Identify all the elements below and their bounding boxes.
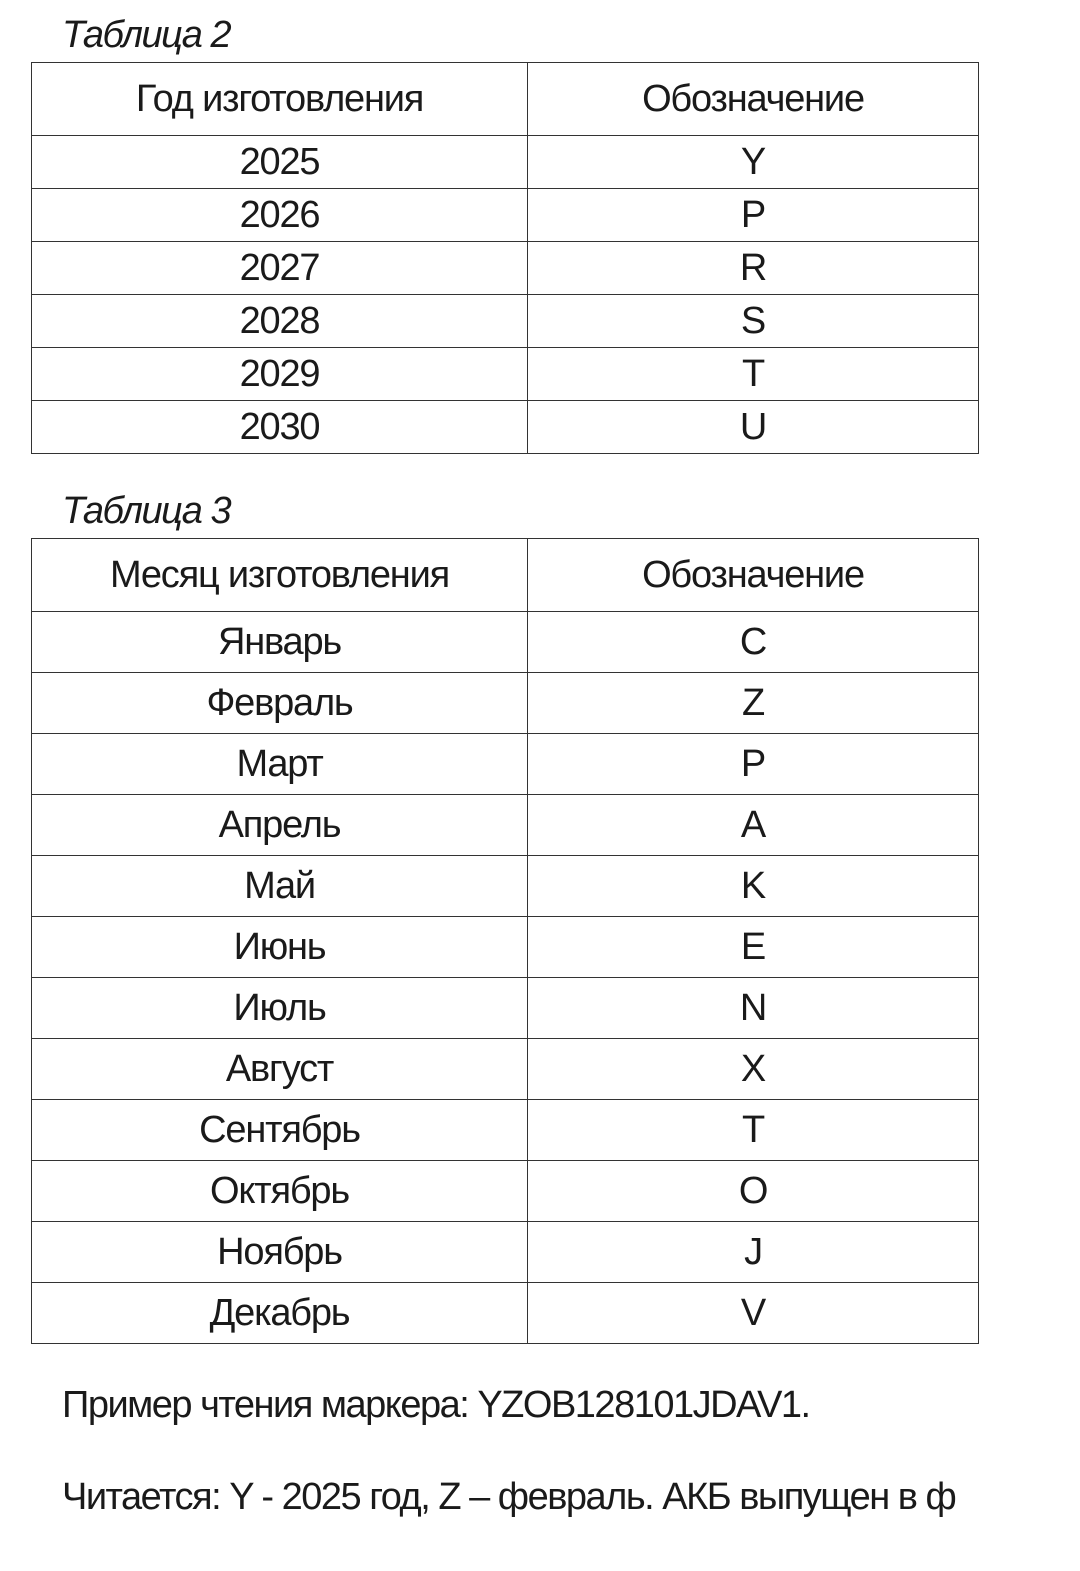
row: Январь C	[31, 611, 979, 673]
cell: Декабрь	[31, 1282, 528, 1344]
row: 2028 S	[31, 294, 979, 348]
cell: N	[527, 977, 979, 1039]
cell: P	[527, 733, 979, 795]
cell: A	[527, 794, 979, 856]
cell: 2029	[31, 347, 528, 401]
cell: Август	[31, 1038, 528, 1100]
cell: V	[527, 1282, 979, 1344]
cell: Май	[31, 855, 528, 917]
cell: 2027	[31, 241, 528, 295]
cell: 2025	[31, 135, 528, 189]
cell: O	[527, 1160, 979, 1222]
header-cell: Обозначение	[527, 538, 979, 612]
header-cell: Год изготовления	[31, 62, 528, 136]
header-row: Месяц изготовления Обозначение	[31, 538, 979, 612]
cell: X	[527, 1038, 979, 1100]
cell: 2026	[31, 188, 528, 242]
cell: K	[527, 855, 979, 917]
row: 2030 U	[31, 400, 979, 454]
header-cell: Обозначение	[527, 62, 979, 136]
row: Октябрь O	[31, 1160, 979, 1222]
cell: Январь	[31, 611, 528, 673]
header-cell: Месяц изготовления	[31, 538, 528, 612]
paragraph: Читается: Y - 2025 год, Z – февраль. АКБ…	[62, 1476, 957, 1518]
row: Декабрь V	[31, 1282, 979, 1344]
row: 2026 P	[31, 188, 979, 242]
cell: 2030	[31, 400, 528, 454]
row: Июль N	[31, 977, 979, 1039]
cell: Ноябрь	[31, 1221, 528, 1283]
cell: T	[527, 347, 979, 401]
cell: P	[527, 188, 979, 242]
cell: Октябрь	[31, 1160, 528, 1222]
table: Месяц изготовления Обозначение Январь C Февр…	[31, 538, 979, 1344]
cell: 2028	[31, 294, 528, 348]
cell: R	[527, 241, 979, 295]
table-caption: Таблица 2	[62, 14, 232, 56]
row: Апрель A	[31, 794, 979, 856]
cell: Z	[527, 672, 979, 734]
cell: Март	[31, 733, 528, 795]
cell: E	[527, 916, 979, 978]
paragraph: Пример чтения маркера: YZOB128101JDAV1.	[62, 1384, 811, 1426]
row: Сентябрь T	[31, 1099, 979, 1161]
header-row: Год изготовления Обозначение	[31, 62, 979, 136]
cell: C	[527, 611, 979, 673]
row: Август X	[31, 1038, 979, 1100]
cell: Июль	[31, 977, 528, 1039]
row: Июнь E	[31, 916, 979, 978]
cell: Апрель	[31, 794, 528, 856]
row: 2029 T	[31, 347, 979, 401]
row: 2027 R	[31, 241, 979, 295]
row: Февраль Z	[31, 672, 979, 734]
row: Ноябрь J	[31, 1221, 979, 1283]
cell: U	[527, 400, 979, 454]
cell: Июнь	[31, 916, 528, 978]
cell: T	[527, 1099, 979, 1161]
row: Март P	[31, 733, 979, 795]
cell: Февраль	[31, 672, 528, 734]
cell: Сентябрь	[31, 1099, 528, 1161]
cell: Y	[527, 135, 979, 189]
table: Год изготовления Обозначение 2025 Y 2026 P 202…	[31, 62, 979, 454]
cell: J	[527, 1221, 979, 1283]
row: Май K	[31, 855, 979, 917]
table-caption: Таблица 3	[62, 490, 232, 532]
row: 2025 Y	[31, 135, 979, 189]
cell: S	[527, 294, 979, 348]
